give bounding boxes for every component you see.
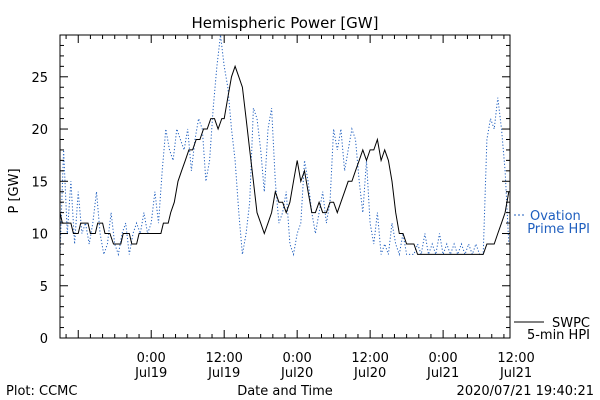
x-axis-ticks: 0:00Jul1912:00Jul190:00Jul2012:00Jul200:… xyxy=(65,35,535,381)
x-tick-date-label: Jul20 xyxy=(353,366,386,381)
x-tick-time-label: 12:00 xyxy=(351,351,388,366)
swpc-hpi-line xyxy=(59,64,510,255)
y-axis-label: P [GW] xyxy=(7,168,22,213)
y-tick-label: 5 xyxy=(40,280,48,295)
plot-frame xyxy=(59,34,511,339)
x-tick-time-label: 0:00 xyxy=(429,351,458,366)
x-tick-date-label: Jul19 xyxy=(207,366,240,381)
x-tick-date-label: Jul21 xyxy=(499,366,532,381)
ovation-prime-hpi-line xyxy=(59,34,510,257)
x-tick-time-label: 12:00 xyxy=(497,351,534,366)
y-tick-label: 25 xyxy=(31,71,48,86)
chart-title: Hemispheric Power [GW] xyxy=(192,14,379,32)
x-tick-time-label: 0:00 xyxy=(137,351,166,366)
x-tick-date-label: Jul20 xyxy=(280,366,313,381)
y-tick-label: 20 xyxy=(31,123,48,138)
y-tick-label: 10 xyxy=(31,228,48,243)
x-tick-time-label: 0:00 xyxy=(283,351,312,366)
ovation-legend-line1: Ovation xyxy=(530,209,581,224)
x-tick-date-label: Jul19 xyxy=(134,366,167,381)
swpc-legend-line2: 5-min HPI xyxy=(527,328,590,343)
x-tick-date-label: Jul21 xyxy=(426,366,459,381)
y-tick-label: 0 xyxy=(40,332,48,347)
plot-timestamp: 2020/07/21 19:40:21 xyxy=(457,384,594,399)
plot-credit: Plot: CCMC xyxy=(6,384,77,399)
x-tick-time-label: 12:00 xyxy=(205,351,242,366)
x-axis-label: Date and Time xyxy=(237,384,333,399)
ovation-legend-line2: Prime HPI xyxy=(527,222,590,237)
swpc-legend-line1: SWPC xyxy=(552,316,590,331)
y-axis-ticks: 0 5 10 15 20 25 xyxy=(31,34,510,347)
y-tick-label: 15 xyxy=(31,175,48,190)
series-ovation-prime-hpi xyxy=(59,34,510,257)
series-swpc-hpi xyxy=(59,64,510,255)
